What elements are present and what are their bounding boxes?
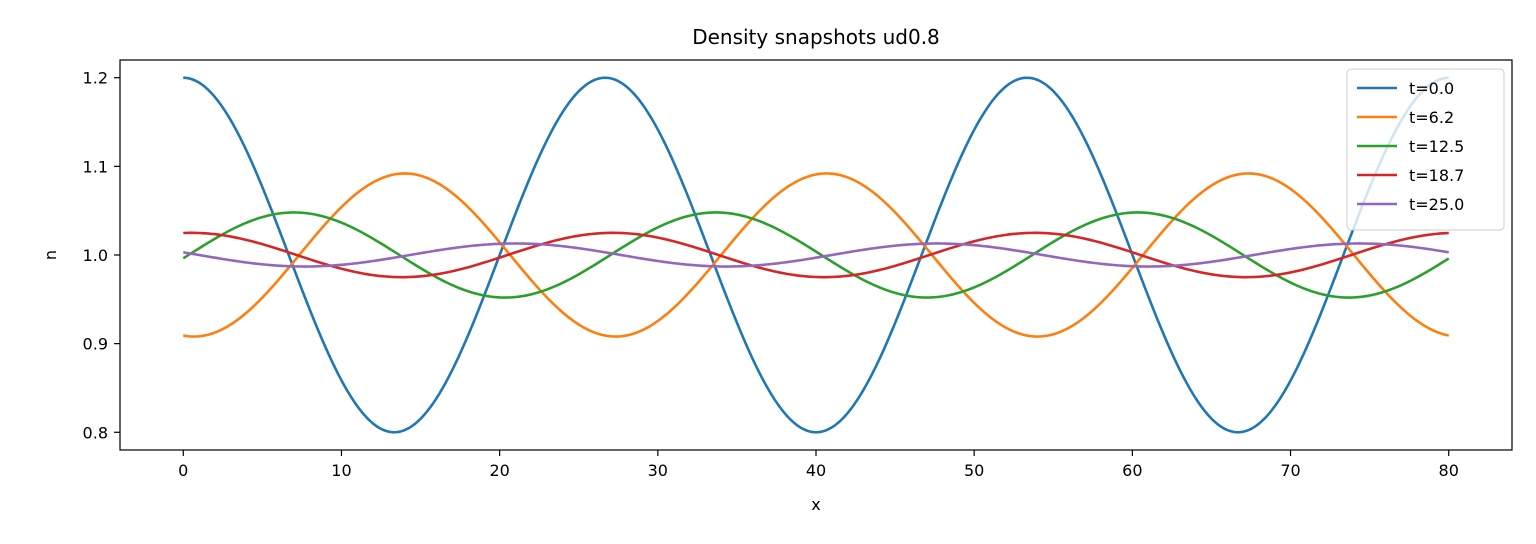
x-tick-label: 70: [1280, 461, 1300, 480]
series-line-1: [183, 172, 1450, 338]
x-axis-label: x: [811, 495, 820, 514]
legend: t=0.0 t=6.2 t=12.5 t=18.7 t=25.0: [1346, 68, 1505, 231]
x-tick-label: 30: [648, 461, 668, 480]
x-axis-ticks: 0 10 20 30 40 50 60 70 80: [178, 450, 1459, 480]
x-tick-label: 20: [489, 461, 509, 480]
series-line-0: [183, 76, 1449, 434]
plot-lines: [182, 76, 1450, 434]
legend-label-0: t=0.0: [1409, 79, 1454, 98]
x-tick-label: 40: [806, 461, 826, 480]
legend-label-2: t=12.5: [1409, 137, 1464, 156]
y-axis-label: n: [41, 250, 60, 260]
y-tick-label: 1.2: [83, 69, 108, 88]
series-line-2: [182, 211, 1450, 299]
y-tick-label: 1.1: [83, 157, 108, 176]
y-tick-label: 0.8: [83, 423, 108, 442]
chart-title: Density snapshots ud0.8: [692, 25, 940, 49]
legend-label-3: t=18.7: [1409, 166, 1464, 185]
y-tick-label: 0.9: [83, 335, 108, 354]
x-tick-label: 60: [1122, 461, 1142, 480]
legend-label-1: t=6.2: [1409, 108, 1454, 127]
legend-box: [1346, 68, 1505, 231]
series-line-4: [183, 242, 1449, 268]
series-line-3: [183, 231, 1449, 279]
x-tick-label: 10: [331, 461, 351, 480]
x-tick-label: 80: [1439, 461, 1459, 480]
legend-label-4: t=25.0: [1409, 195, 1464, 214]
x-tick-label: 0: [178, 461, 188, 480]
plot-frame: [119, 59, 1513, 451]
x-tick-label: 50: [964, 461, 984, 480]
y-tick-label: 1.0: [83, 246, 108, 265]
y-axis-ticks: 0.8 0.9 1.0 1.1 1.2: [83, 69, 120, 442]
